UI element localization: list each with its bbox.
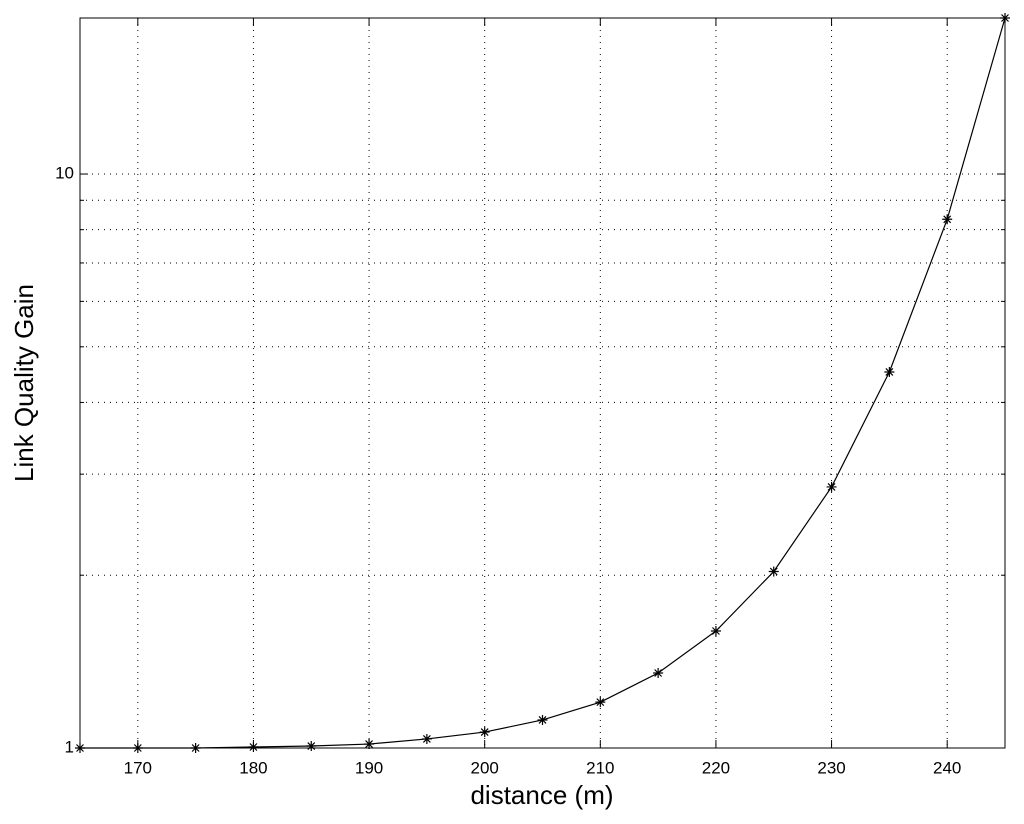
x-axis-label: distance (m) [470,780,613,810]
data-point [479,727,490,738]
data-point [421,733,432,744]
data-point [595,697,606,708]
data-point [75,743,85,753]
plot-frame [79,17,1006,749]
data-point [653,668,664,679]
x-tick-label: 220 [702,758,730,777]
x-tick-label: 180 [239,758,267,777]
data-point [710,625,721,636]
data-point [768,566,779,577]
data-point [132,743,143,753]
y-axis-label: Link Quality Gain [9,284,39,482]
x-tick-label: 230 [817,758,845,777]
data-point [884,366,895,377]
data-line [80,17,1006,749]
data-point [364,739,375,750]
x-tick-label: 240 [933,758,961,777]
x-tick-label: 200 [471,758,499,777]
data-point [942,214,953,225]
x-tick-label: 190 [355,758,383,777]
data-point [537,714,548,725]
y-tick-label: 1 [65,737,74,756]
data-point [190,743,201,753]
data-point [826,481,837,492]
data-point [1000,13,1010,23]
data-point [248,742,259,753]
x-tick-label: 210 [586,758,614,777]
y-tick-label: 10 [55,164,74,183]
data-point [306,741,317,752]
x-tick-label: 170 [124,758,152,777]
